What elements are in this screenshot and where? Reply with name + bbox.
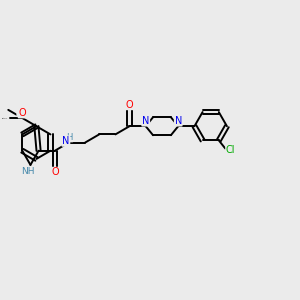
Text: H: H <box>66 133 73 142</box>
Text: NH: NH <box>21 167 34 176</box>
Text: N: N <box>142 116 149 126</box>
Text: Cl: Cl <box>226 145 236 155</box>
Text: O: O <box>17 106 25 116</box>
Text: methoxy: methoxy <box>2 117 8 119</box>
Text: N: N <box>62 136 70 146</box>
Text: O: O <box>19 108 26 118</box>
Text: O: O <box>126 100 133 110</box>
Text: N: N <box>175 116 182 126</box>
Text: O: O <box>51 167 59 177</box>
